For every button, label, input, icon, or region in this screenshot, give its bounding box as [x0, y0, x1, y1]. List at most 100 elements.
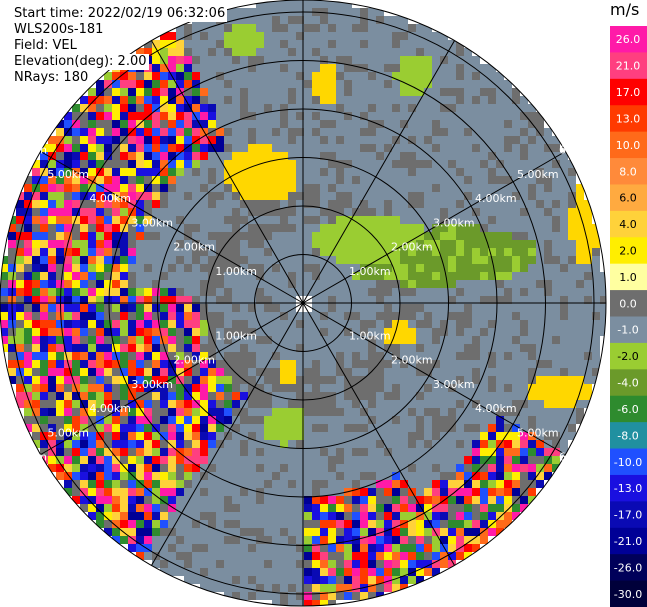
velocity-cell: [256, 552, 264, 560]
velocity-cell: [200, 352, 208, 360]
velocity-cell: [400, 144, 408, 152]
velocity-cell: [144, 336, 152, 344]
velocity-cell: [232, 296, 240, 304]
velocity-cell: [304, 456, 312, 464]
velocity-cell: [392, 112, 400, 120]
velocity-cell: [472, 368, 480, 376]
velocity-cell: [416, 552, 424, 560]
velocity-cell: [248, 568, 256, 576]
velocity-cell: [104, 288, 112, 296]
velocity-cell: [48, 352, 56, 360]
velocity-cell: [160, 160, 168, 168]
velocity-cell: [448, 104, 456, 112]
velocity-cell: [224, 264, 232, 272]
velocity-cell: [232, 328, 240, 336]
velocity-cell: [552, 136, 560, 144]
velocity-cell: [440, 312, 448, 320]
velocity-cell: [48, 280, 56, 288]
velocity-cell: [160, 192, 168, 200]
velocity-cell: [232, 376, 240, 384]
velocity-cell: [360, 592, 368, 600]
velocity-cell: [72, 296, 80, 304]
velocity-cell: [232, 216, 240, 224]
velocity-cell: [88, 432, 96, 440]
velocity-cell: [312, 432, 320, 440]
velocity-cell: [192, 320, 200, 328]
velocity-cell: [504, 88, 512, 96]
velocity-cell: [360, 88, 368, 96]
velocity-cell: [192, 184, 200, 192]
velocity-cell: [88, 304, 96, 312]
velocity-cell: [136, 376, 144, 384]
velocity-cell: [352, 456, 360, 464]
velocity-cell: [392, 64, 400, 72]
velocity-cell: [136, 272, 144, 280]
velocity-cell: [536, 160, 544, 168]
velocity-cell: [368, 392, 376, 400]
velocity-cell: [216, 264, 224, 272]
velocity-cell: [544, 200, 552, 208]
velocity-cell: [280, 536, 288, 544]
velocity-cell: [400, 352, 408, 360]
azimuth-spoke: [40, 302, 304, 455]
velocity-cell: [320, 584, 328, 592]
velocity-cell: [232, 128, 240, 136]
velocity-cell: [384, 40, 392, 48]
velocity-cell: [312, 296, 320, 304]
velocity-cell: [312, 400, 320, 408]
velocity-cell: [432, 32, 440, 40]
velocity-cell: [400, 480, 408, 488]
velocity-cell: [344, 96, 352, 104]
velocity-cell: [128, 536, 136, 544]
velocity-cell: [496, 304, 504, 312]
velocity-cell: [552, 384, 560, 392]
velocity-cell: [24, 296, 32, 304]
velocity-cell: [520, 440, 528, 448]
velocity-cell: [184, 296, 192, 304]
velocity-cell: [80, 336, 88, 344]
velocity-cell: [216, 392, 224, 400]
velocity-cell: [392, 384, 400, 392]
velocity-cell: [384, 80, 392, 88]
velocity-cell: [96, 488, 104, 496]
velocity-cell: [312, 304, 320, 312]
velocity-cell: [368, 256, 376, 264]
velocity-cell: [320, 376, 328, 384]
velocity-cell: [360, 72, 368, 80]
velocity-cell: [552, 224, 560, 232]
velocity-cell: [168, 480, 176, 488]
velocity-cell: [560, 320, 568, 328]
velocity-cell: [552, 232, 560, 240]
velocity-cell: [400, 176, 408, 184]
velocity-cell: [296, 56, 304, 64]
velocity-cell: [88, 192, 96, 200]
velocity-cell: [200, 368, 208, 376]
velocity-cell: [48, 416, 56, 424]
velocity-cell: [504, 504, 512, 512]
velocity-cell: [424, 48, 432, 56]
velocity-cell: [352, 544, 360, 552]
velocity-cell: [168, 464, 176, 472]
velocity-cell: [64, 424, 72, 432]
velocity-cell: [200, 256, 208, 264]
velocity-cell: [216, 64, 224, 72]
velocity-cell: [136, 216, 144, 224]
velocity-cell: [504, 144, 512, 152]
velocity-cell: [432, 304, 440, 312]
velocity-cell: [64, 384, 72, 392]
velocity-cell: [576, 408, 584, 416]
velocity-cell: [296, 32, 304, 40]
velocity-cell: [456, 504, 464, 512]
velocity-cell: [472, 400, 480, 408]
velocity-cell: [176, 256, 184, 264]
velocity-cell: [344, 16, 352, 24]
velocity-cell: [176, 416, 184, 424]
velocity-cell: [360, 16, 368, 24]
velocity-cell: [256, 456, 264, 464]
velocity-cell: [168, 192, 176, 200]
velocity-cell: [288, 48, 296, 56]
velocity-cell: [320, 352, 328, 360]
velocity-cell: [216, 496, 224, 504]
velocity-cell: [368, 400, 376, 408]
velocity-cell: [392, 376, 400, 384]
